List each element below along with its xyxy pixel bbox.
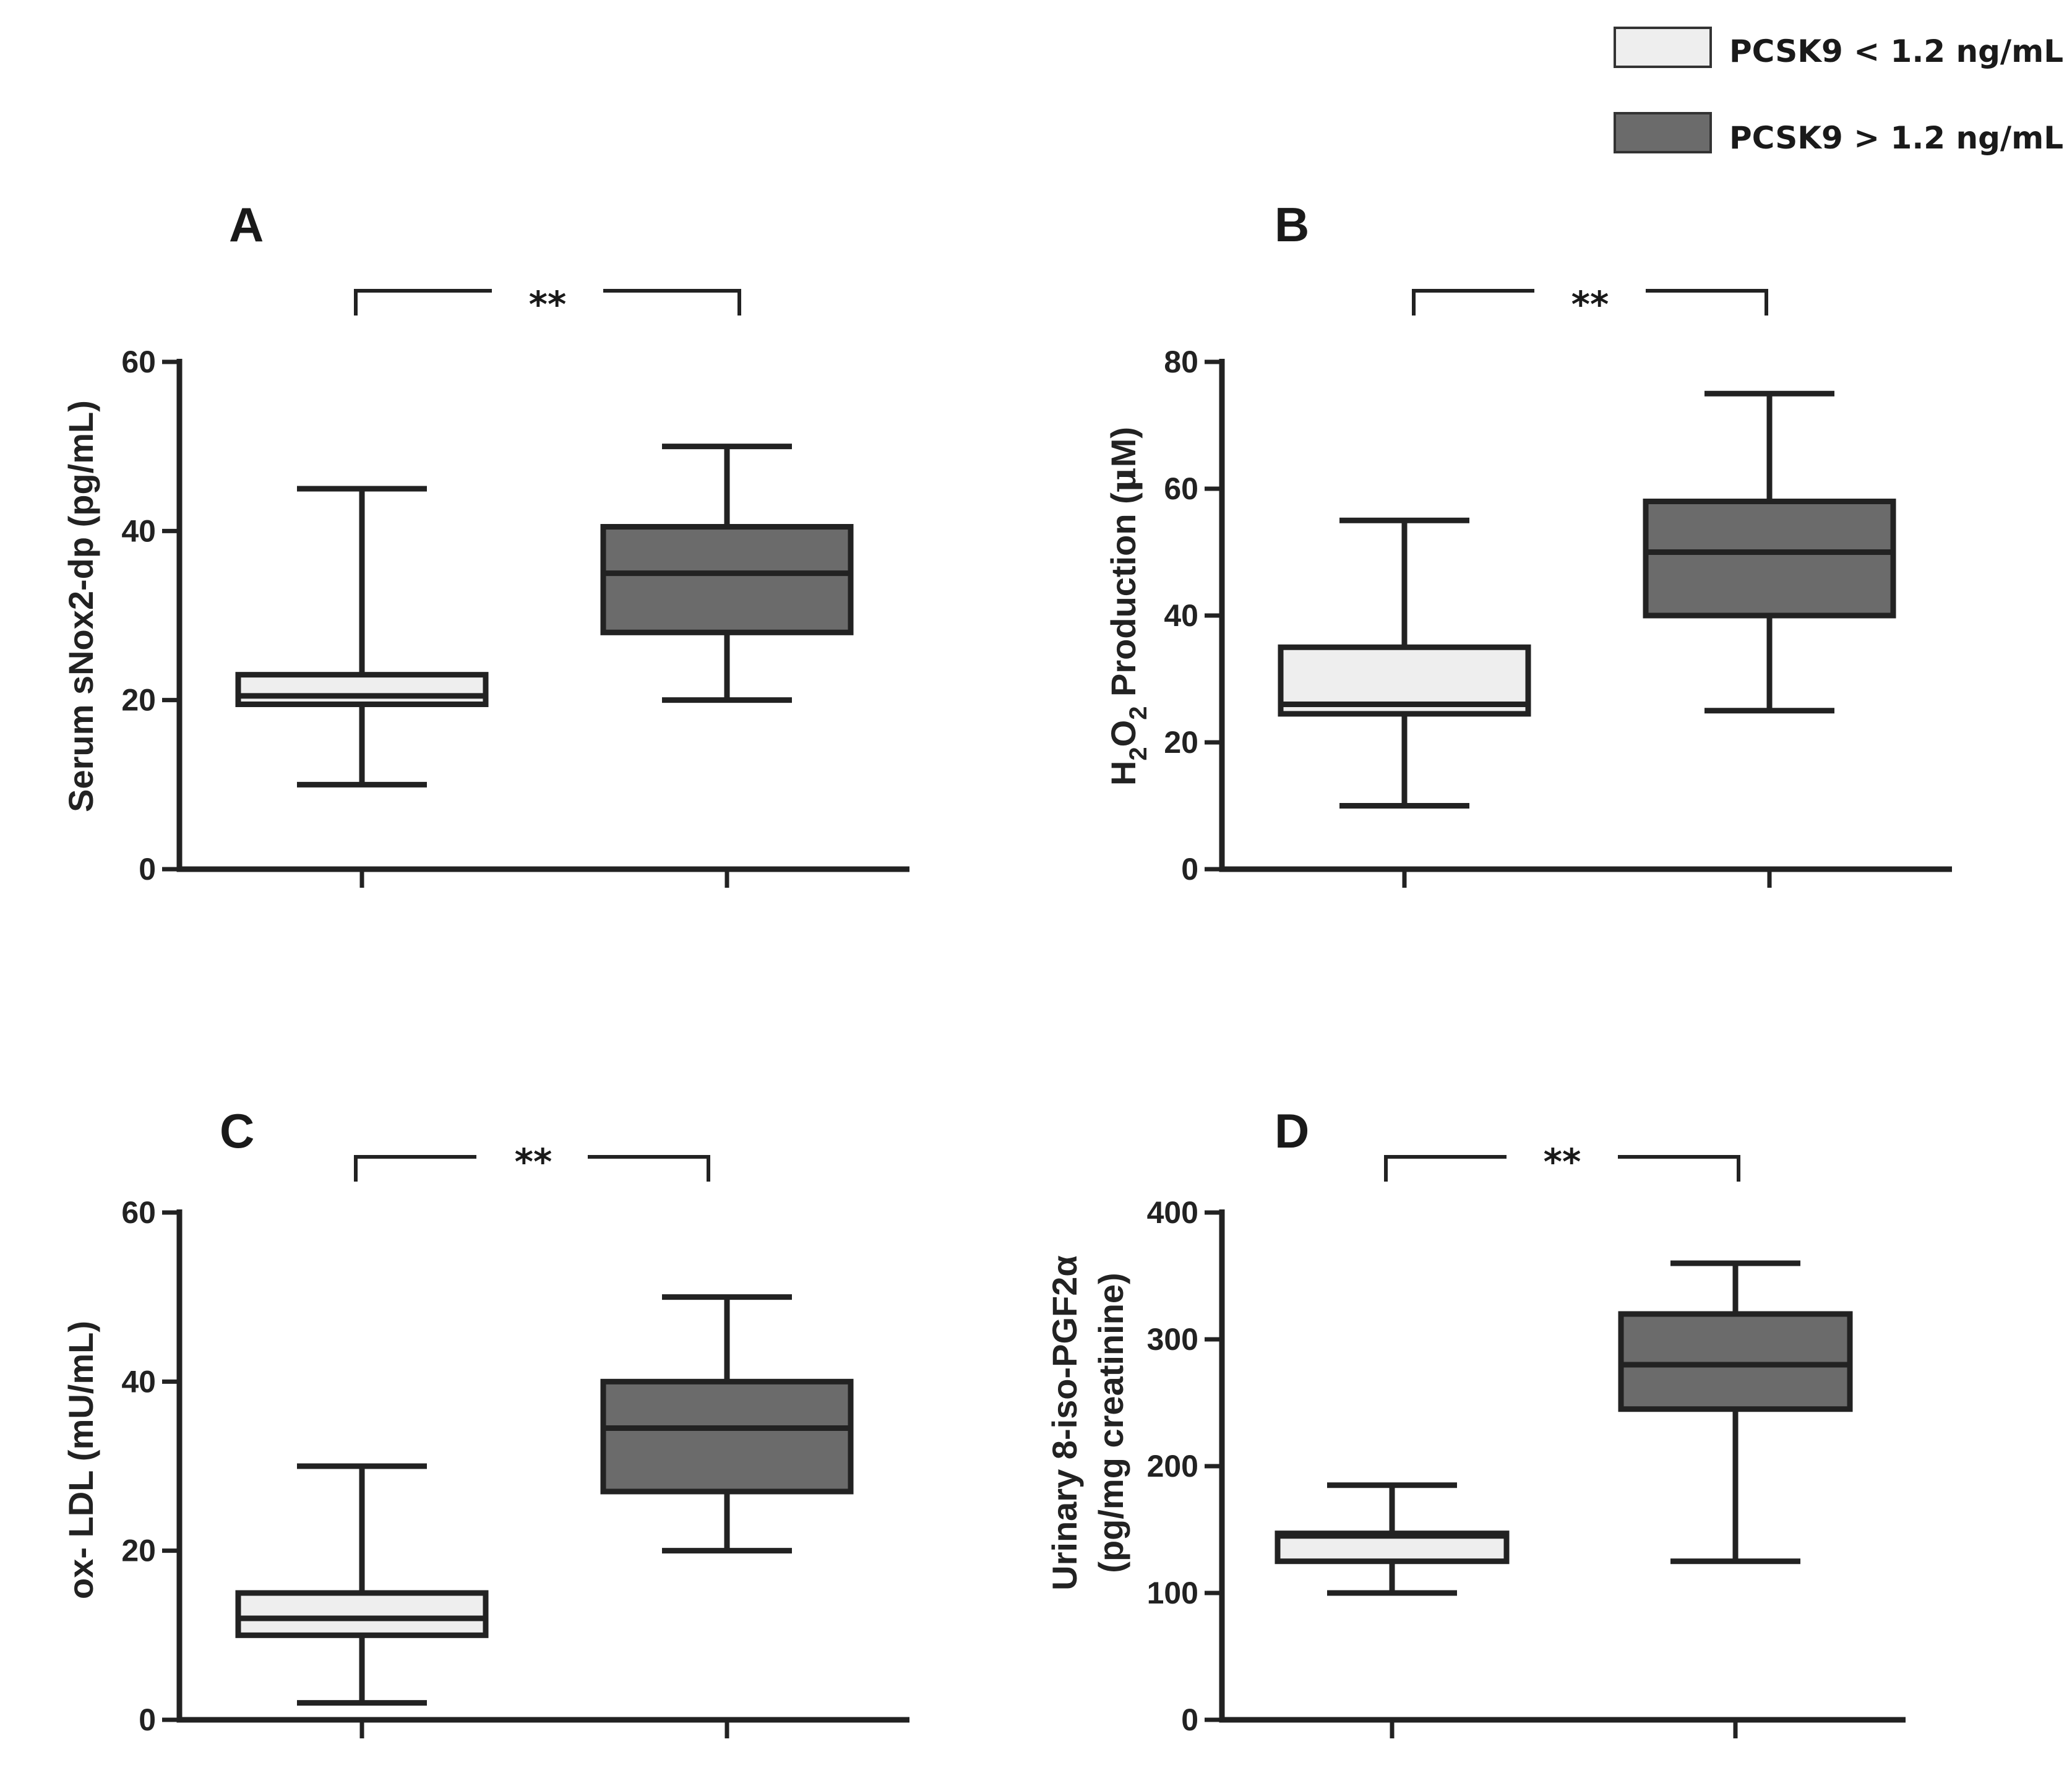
panel-label-d: D	[1275, 1104, 1309, 1158]
legend-label-low: PCSK9 < 1.2 ng/mL	[1729, 33, 2063, 69]
y-tick-label-c-1: 20	[121, 1534, 156, 1568]
box-a-low	[235, 672, 489, 707]
significance-bracket-right-a	[603, 289, 741, 316]
y-tick-label-d-2: 200	[1147, 1449, 1198, 1483]
y-tick-label-d-1: 100	[1147, 1576, 1198, 1610]
y-tick-label-a-2: 40	[121, 513, 156, 548]
significance-bracket-right-d	[1618, 1155, 1740, 1182]
y-tick-label-c-0: 0	[139, 1702, 156, 1737]
box-d-high	[1618, 1311, 1853, 1412]
ylabel-b-o: O	[1104, 720, 1143, 747]
legend-swatch-high	[1614, 112, 1712, 153]
ylabel-b-mu: μ	[1103, 467, 1144, 492]
significance-label-c: **	[515, 1141, 552, 1183]
significance-bracket-right-b	[1646, 289, 1768, 316]
y-tick-label-b-0: 0	[1181, 852, 1198, 887]
y-tick-label-c-2: 40	[121, 1364, 156, 1399]
y-tick-label-a-1: 20	[121, 683, 156, 718]
y-tick-label-a-3: 60	[121, 345, 156, 379]
significance-bracket-left-c	[354, 1155, 476, 1182]
panel-a: A ** Serum sNox2-dp (pg/mL) 0 20 40 60	[61, 197, 909, 888]
box-c-high	[600, 1378, 854, 1495]
panel-c: C ** ox- LDL (mU/mL) 0 20 40 60	[61, 1104, 909, 1738]
significance-bracket-left-a	[354, 289, 492, 316]
y-axis-title-b: H2O2 Production (μM)	[1103, 427, 1152, 786]
legend-swatch-low	[1614, 27, 1712, 68]
y-axis-title-c: ox- LDL (mU/mL)	[61, 1321, 100, 1599]
significance-bracket-right-c	[588, 1155, 710, 1182]
y-tick-label-d-4: 400	[1147, 1195, 1198, 1230]
significance-label-d: **	[1544, 1141, 1581, 1183]
ylabel-b-sub1: 2	[1125, 747, 1152, 760]
significance-label-a: **	[529, 283, 567, 325]
panel-label-b: B	[1275, 197, 1309, 252]
ylabel-b-h: H	[1104, 761, 1143, 786]
panel-label-a: A	[229, 197, 264, 252]
y-tick-label-b-3: 60	[1164, 471, 1198, 506]
y-tick-label-d-0: 0	[1181, 1702, 1198, 1737]
legend: PCSK9 < 1.2 ng/mL PCSK9 > 1.2 ng/mL	[1614, 27, 2063, 156]
significance-bracket-left-b	[1412, 289, 1534, 316]
y-axis-title-d-line1: Urinary 8-iso-PGF2α	[1045, 1255, 1084, 1591]
significance-bracket-left-d	[1384, 1155, 1507, 1182]
y-tick-label-c-3: 60	[121, 1195, 156, 1230]
box-c-low	[235, 1590, 489, 1638]
box-a-high	[600, 524, 854, 635]
y-axis-title-d-line2: (pg/mg creatinine)	[1091, 1273, 1130, 1573]
y-tick-label-b-4: 80	[1164, 345, 1198, 379]
y-tick-label-b-1: 20	[1164, 725, 1198, 760]
ylabel-b-sub2: 2	[1125, 706, 1152, 720]
legend-label-high: PCSK9 > 1.2 ng/mL	[1729, 120, 2063, 156]
panel-label-c: C	[220, 1104, 254, 1158]
box-b-high	[1643, 499, 1896, 619]
y-tick-label-d-3: 300	[1147, 1322, 1198, 1357]
ylabel-b-end: M)	[1104, 427, 1143, 467]
y-axis-title-a: Serum sNox2-dp (pg/mL)	[61, 400, 100, 812]
y-tick-label-a-0: 0	[139, 852, 156, 887]
y-tick-label-b-2: 40	[1164, 598, 1198, 633]
ylabel-b-rest: Production (	[1104, 492, 1143, 706]
panel-d: D ** Urinary 8-iso-PGF2α (pg/mg creatini…	[1045, 1104, 1906, 1738]
significance-label-b: **	[1571, 283, 1609, 325]
